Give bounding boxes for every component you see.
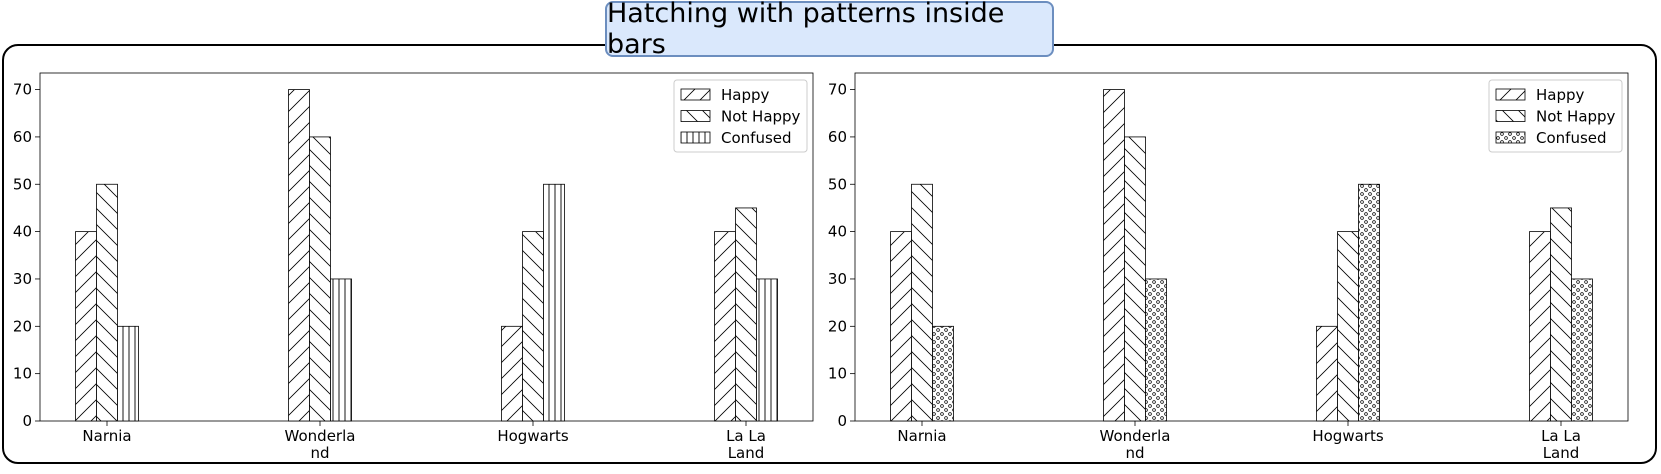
legend-swatch-not-happy bbox=[680, 110, 711, 122]
legend-swatch-happy bbox=[1495, 88, 1526, 101]
bar-confused-3 bbox=[1358, 183, 1380, 422]
legend-swatch-confused bbox=[680, 131, 711, 144]
y-tick-label: 60 bbox=[13, 128, 32, 146]
x-tick-label: La La bbox=[726, 427, 766, 445]
x-tick-label: Hogwarts bbox=[497, 427, 568, 445]
x-tick-label: Land bbox=[1543, 444, 1580, 462]
bar-not-happy-1 bbox=[911, 183, 933, 422]
bar-confused-2 bbox=[1145, 278, 1167, 422]
bar-confused-1 bbox=[117, 325, 139, 422]
y-tick-label: 20 bbox=[13, 317, 32, 335]
bar-not-happy-4 bbox=[1550, 207, 1572, 422]
bar-happy-3 bbox=[501, 325, 523, 422]
x-tick-label: Wonderla bbox=[1100, 427, 1171, 445]
bar-happy-1 bbox=[890, 231, 912, 422]
y-tick-label: 40 bbox=[13, 223, 32, 241]
bar-not-happy-3 bbox=[1337, 231, 1359, 422]
legend-label: Not Happy bbox=[1536, 108, 1616, 126]
x-tick-label: nd bbox=[1125, 444, 1144, 462]
bar-confused-3 bbox=[543, 183, 565, 422]
bar-happy-1 bbox=[75, 231, 97, 422]
y-tick-label: 70 bbox=[828, 81, 847, 99]
bar-not-happy-2 bbox=[309, 136, 331, 422]
bar-not-happy-4 bbox=[735, 207, 757, 422]
y-tick-label: 20 bbox=[828, 317, 847, 335]
legend-swatch-confused bbox=[1495, 131, 1526, 144]
y-tick-label: 60 bbox=[828, 128, 847, 146]
bar-happy-2 bbox=[1103, 89, 1125, 422]
x-tick-label: Narnia bbox=[897, 427, 946, 445]
bar-confused-4 bbox=[1571, 278, 1593, 422]
bar-confused-2 bbox=[330, 278, 352, 422]
x-tick-label: Narnia bbox=[82, 427, 131, 445]
legend-swatch-happy bbox=[680, 88, 711, 101]
legend-label: Not Happy bbox=[721, 108, 801, 126]
y-tick-label: 30 bbox=[828, 270, 847, 288]
y-tick-label: 70 bbox=[13, 81, 32, 99]
bar-happy-2 bbox=[288, 89, 310, 422]
x-tick-label: Hogwarts bbox=[1312, 427, 1383, 445]
y-tick-label: 0 bbox=[837, 412, 847, 430]
bar-not-happy-3 bbox=[522, 231, 544, 422]
x-tick-label: La La bbox=[1541, 427, 1581, 445]
bar-not-happy-1 bbox=[96, 183, 118, 422]
y-tick-label: 40 bbox=[828, 223, 847, 241]
y-tick-label: 50 bbox=[828, 175, 847, 193]
x-tick-label: nd bbox=[310, 444, 329, 462]
legend-label: Confused bbox=[1536, 129, 1607, 147]
figure-title: Hatching with patterns inside bars bbox=[605, 0, 1054, 60]
x-tick-label: Wonderla bbox=[285, 427, 356, 445]
bar-confused-4 bbox=[756, 278, 778, 422]
bar-confused-1 bbox=[932, 325, 954, 422]
legend-swatch-not-happy bbox=[1495, 110, 1526, 122]
y-tick-label: 10 bbox=[828, 365, 847, 383]
y-tick-label: 0 bbox=[22, 412, 32, 430]
bar-happy-3 bbox=[1316, 325, 1338, 422]
y-tick-label: 50 bbox=[13, 175, 32, 193]
x-tick-label: Land bbox=[728, 444, 765, 462]
y-tick-label: 10 bbox=[13, 365, 32, 383]
bar-happy-4 bbox=[714, 231, 736, 422]
bar-not-happy-2 bbox=[1124, 136, 1146, 422]
bar-happy-4 bbox=[1529, 231, 1551, 422]
y-tick-label: 30 bbox=[13, 270, 32, 288]
legend-label: Happy bbox=[721, 86, 770, 104]
legend-label: Happy bbox=[1536, 86, 1585, 104]
legend-label: Confused bbox=[721, 129, 792, 147]
